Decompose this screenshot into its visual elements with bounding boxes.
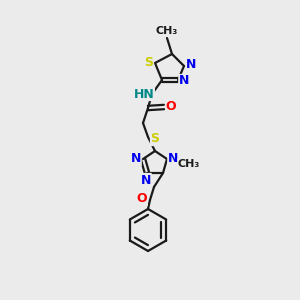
- Text: O: O: [166, 100, 176, 113]
- Text: HN: HN: [134, 88, 154, 100]
- Text: S: S: [151, 133, 160, 146]
- Text: N: N: [186, 58, 196, 71]
- Text: N: N: [141, 173, 151, 187]
- Text: S: S: [145, 56, 154, 68]
- Text: O: O: [137, 193, 147, 206]
- Text: N: N: [168, 152, 178, 164]
- Text: N: N: [179, 74, 189, 88]
- Text: CH₃: CH₃: [156, 26, 178, 36]
- Text: N: N: [131, 152, 141, 166]
- Text: CH₃: CH₃: [178, 159, 200, 169]
